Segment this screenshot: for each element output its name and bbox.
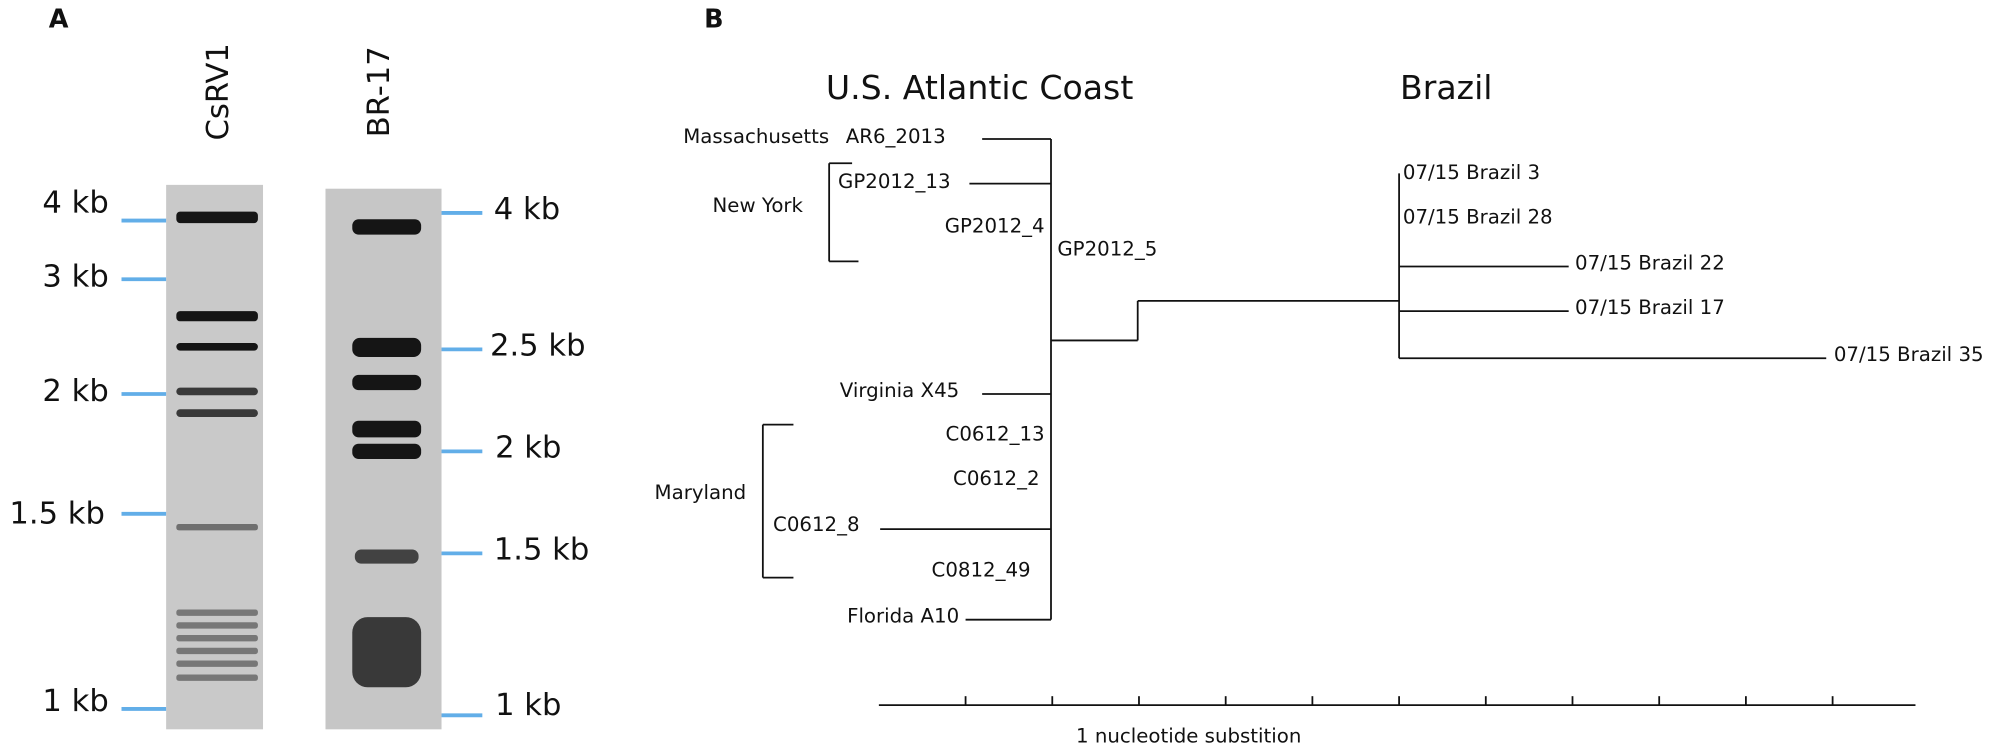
- leaf-label: GP2012_13: [838, 170, 950, 193]
- marker-label: 4 kb: [42, 186, 108, 221]
- region-header: Brazil: [1400, 68, 1492, 107]
- panel-label: A: [49, 4, 69, 34]
- leaf-label: GP2012_5: [1057, 237, 1157, 260]
- group-label: Massachusetts: [683, 125, 829, 148]
- bands: [176, 211, 422, 688]
- leaf-label: 07/15 Brazil 22: [1575, 251, 1725, 274]
- marker-label: 1.5 kb: [9, 497, 105, 532]
- leaf-label: C0612_13: [946, 422, 1045, 445]
- marker-label: 1 kb: [42, 684, 108, 719]
- gel-lane: [166, 184, 264, 730]
- leaf-label: 07/15 Brazil 17: [1575, 296, 1725, 319]
- marker-label: 4 kb: [494, 192, 560, 227]
- leaf-label: 07/15 Brazil 35: [1834, 343, 1984, 366]
- marker-label: 3 kb: [42, 259, 108, 294]
- leaf-label: Florida A10: [847, 605, 959, 628]
- leaf-label: Virginia X45: [840, 379, 959, 402]
- leaf-label: GP2012_4: [945, 214, 1045, 237]
- group-label: New York: [713, 194, 804, 217]
- leaf-label: AR6_2013: [846, 125, 946, 148]
- marker-label: 1.5 kb: [494, 532, 590, 567]
- leaf-label: C0812_49: [932, 559, 1031, 582]
- marker-ticks: [121, 211, 483, 718]
- marker-label: 2 kb: [42, 374, 108, 409]
- leaf-label: C0612_8: [773, 513, 860, 536]
- marker-label: 1 kb: [495, 688, 561, 723]
- marker-label: 2.5 kb: [490, 328, 586, 363]
- scale-label: 1 nucleotide substition: [1076, 724, 1301, 747]
- leaf-label: C0612_2: [953, 467, 1040, 490]
- tree-branches: [761, 138, 1916, 706]
- group-label: Maryland: [655, 481, 747, 504]
- leaf-label: 07/15 Brazil 28: [1403, 206, 1553, 229]
- leaf-label: 07/15 Brazil 3: [1403, 161, 1540, 184]
- panel-label: B: [704, 4, 723, 34]
- lane-label: CsRV1: [201, 43, 236, 140]
- region-header: U.S. Atlantic Coast: [826, 68, 1133, 107]
- marker-label: 2 kb: [495, 430, 561, 465]
- lane-label: BR-17: [362, 46, 397, 137]
